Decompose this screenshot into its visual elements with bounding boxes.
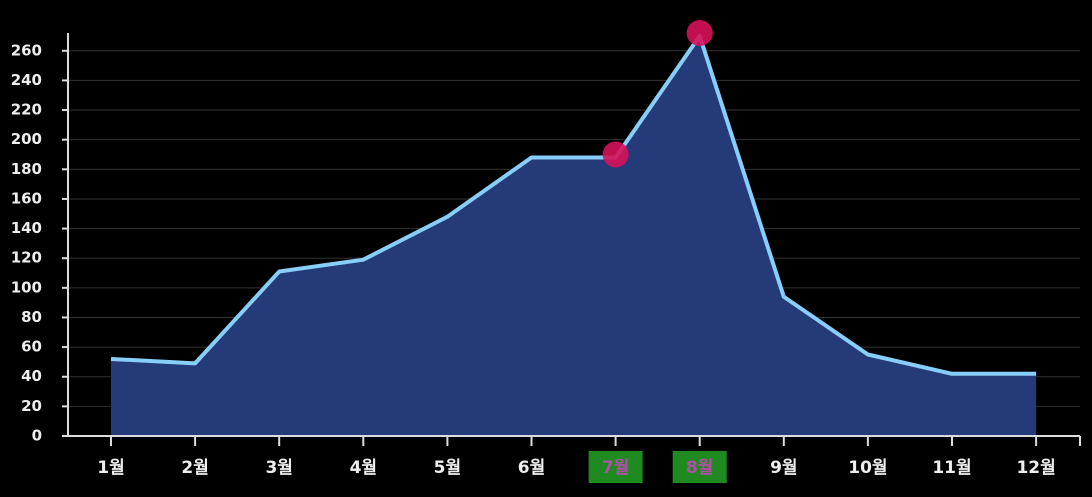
highlight-box [588,451,643,483]
y-tick-label: 200 [11,130,42,148]
marker [602,141,629,168]
y-tick-label: 80 [21,308,42,326]
y-tick-label: 160 [11,189,42,207]
x-tick-label: 7월 [602,458,629,478]
area [111,35,1037,437]
x-tick-label: 11월 [932,458,971,478]
x-tick-label: 5월 [434,458,461,478]
marker [686,19,713,46]
highlight-box [672,451,727,483]
x-tick-label: 3월 [265,458,292,478]
y-tick-label: 100 [11,278,42,296]
y-tick-label: 180 [11,160,42,178]
x-tick-label: 4월 [350,458,377,478]
x-tick-label: 9월 [770,458,797,478]
line [110,33,1037,376]
y-tick-label: 40 [21,367,42,385]
y-tick-label: 20 [21,397,42,415]
y-tick-label: 260 [11,41,42,59]
y-tick-label: 140 [11,219,42,237]
y-tick-label: 120 [11,249,42,267]
y-tick-label: 220 [11,101,42,119]
x-tick-label: 1월 [97,458,124,478]
y-tick-label: 0 [32,427,42,445]
x-tick-label: 12월 [1016,458,1055,478]
y-tick-label: 240 [11,71,42,89]
x-tick-label: 10월 [848,458,887,478]
y-tick-label: 60 [21,338,42,356]
x-tick-label: 6월 [518,458,545,478]
x-tick-label: 8월 [686,458,713,478]
x-tick-label: 2월 [181,458,208,478]
